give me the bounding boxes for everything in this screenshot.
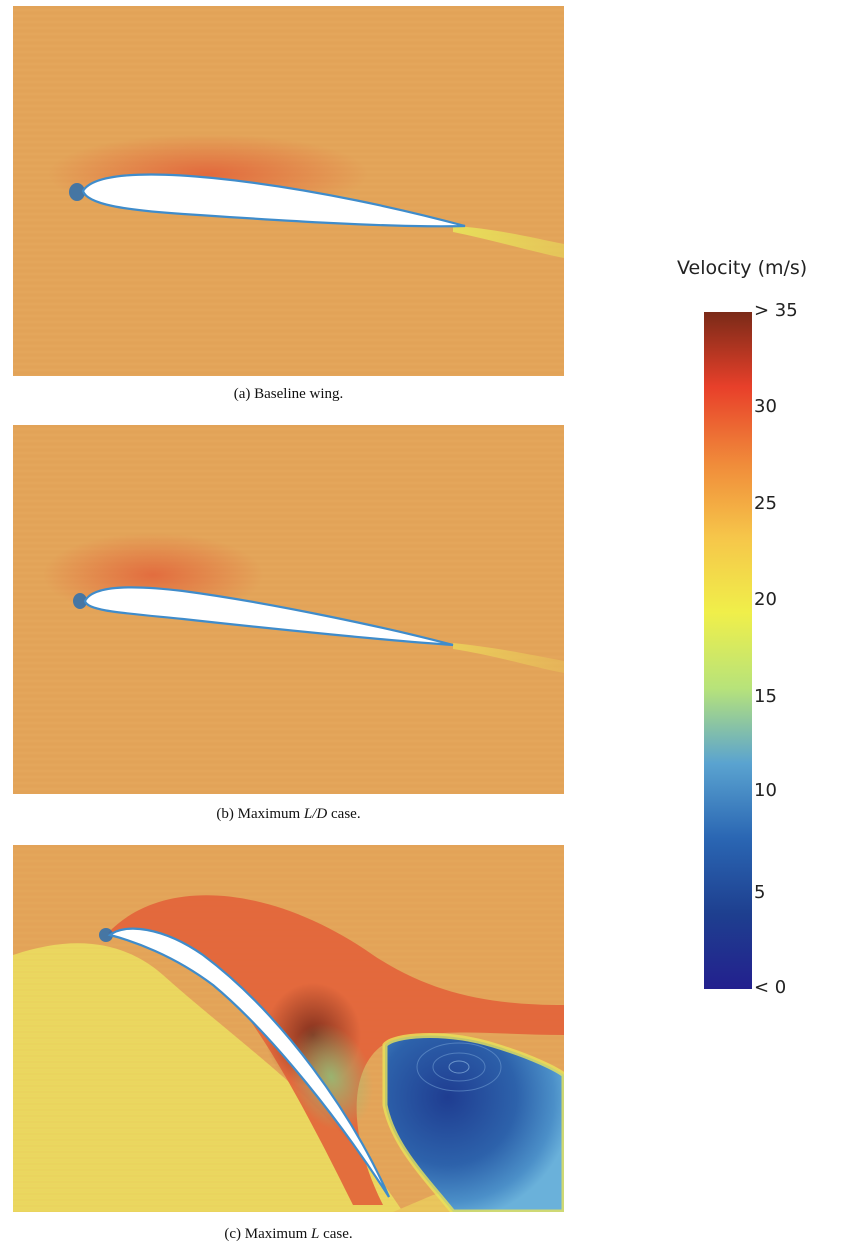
colorbar-title: Velocity (m/s) <box>677 257 808 279</box>
colorbar-tick-5: 5 <box>754 882 766 903</box>
separation-vortex <box>382 1033 564 1212</box>
airfoil <box>81 173 466 228</box>
colorbar-tick-15: 15 <box>754 686 777 707</box>
stagnation-point <box>73 593 87 609</box>
velocity-field-max-l <box>13 845 564 1212</box>
slow-lower-region <box>288 1023 374 1131</box>
velocity-field-max-ld <box>13 425 564 794</box>
flow-panel-max-l <box>13 845 564 1212</box>
colorbar-tick-10: 10 <box>754 780 777 801</box>
flow-panel-max-ld <box>13 425 564 794</box>
stagnation-point <box>99 928 113 942</box>
airfoil <box>83 586 454 647</box>
colorbar-tick-max: > 35 <box>754 300 798 321</box>
colorbar-tick-30: 30 <box>754 396 777 417</box>
colorbar <box>704 312 752 989</box>
caption-a: (a) Baseline wing. <box>233 386 344 402</box>
caption-b: (b) Maximum L/D case. <box>216 806 361 822</box>
stagnation-point <box>69 183 85 201</box>
colorbar-tick-20: 20 <box>754 589 777 610</box>
wake-region <box>453 226 564 258</box>
colorbar-tick-min: < 0 <box>754 977 787 998</box>
wake-region <box>453 643 564 673</box>
velocity-field-baseline <box>13 6 564 376</box>
colorbar-tick-25: 25 <box>754 493 777 514</box>
flow-panel-baseline <box>13 6 564 376</box>
caption-c: (c) Maximum L case. <box>224 1226 353 1242</box>
airfoil <box>107 927 391 1198</box>
